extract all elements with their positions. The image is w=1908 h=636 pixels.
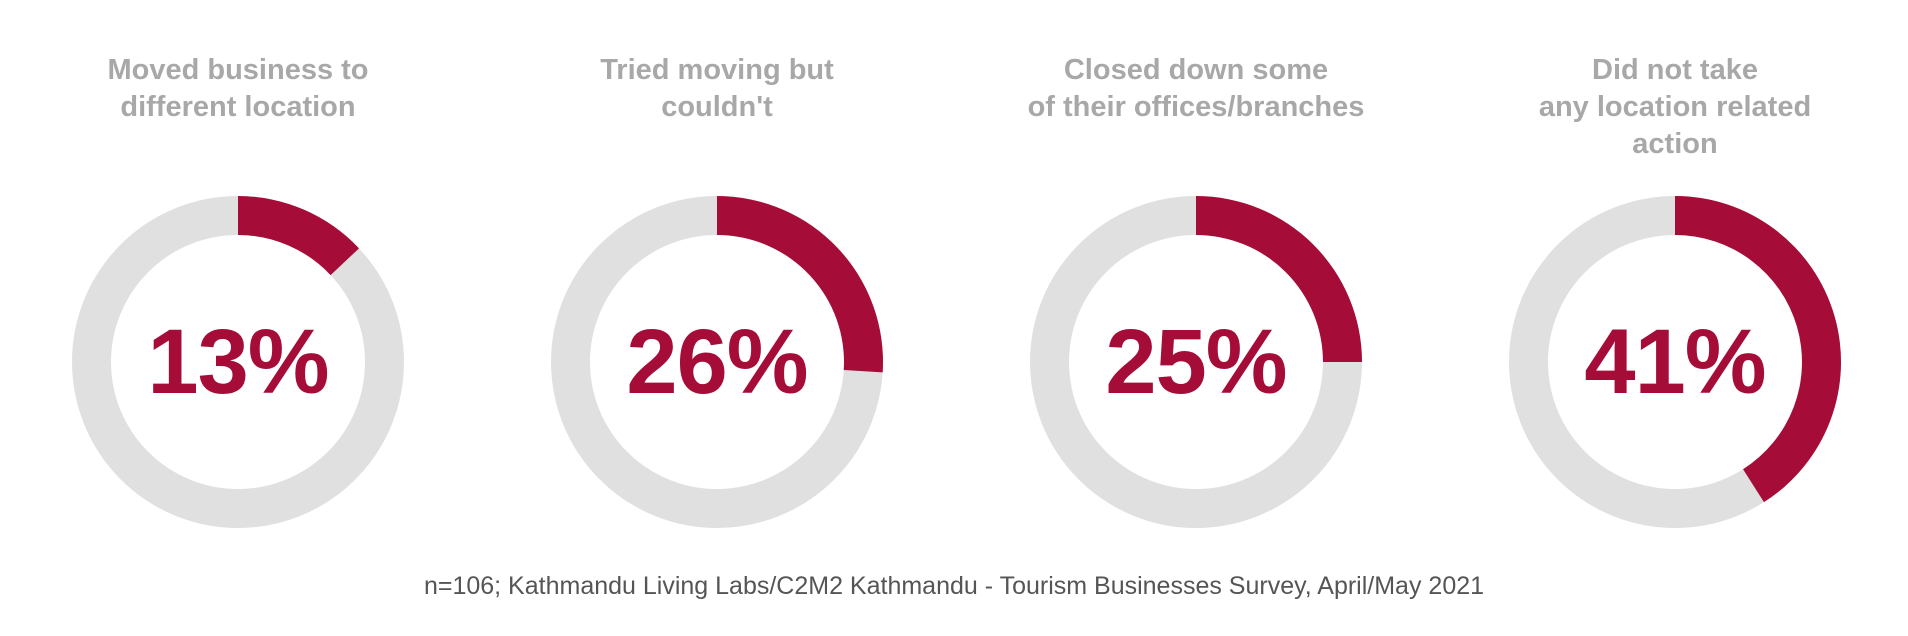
panel-title: Tried moving but couldn't <box>600 54 834 123</box>
panel-title: Did not take any location related action <box>1538 54 1812 160</box>
donut-segment <box>238 196 360 276</box>
donut-chart <box>1030 196 1362 528</box>
donut-percent-label: 25% <box>1105 310 1287 413</box>
source-note: n=106; Kathmandu Living Labs/C2M2 Kathma… <box>423 572 1485 600</box>
panel-title: Closed down some of their offices/branch… <box>1027 54 1365 123</box>
donut-panel-no-action: Did not take any location related action… <box>1465 0 1885 560</box>
donut-chart <box>1509 196 1841 528</box>
donut-panel-tried-moving: Tried moving but couldn't 26% <box>507 0 927 560</box>
donut-chart <box>72 196 404 528</box>
donut-chart <box>551 196 883 528</box>
panel-title: Moved business to different location <box>107 54 369 123</box>
donut-segment <box>1196 196 1362 362</box>
donut-panel-moved: Moved business to different location 13% <box>28 0 448 560</box>
donut-percent-label: 13% <box>147 310 329 413</box>
donut-segment <box>717 196 883 373</box>
donut-percent-label: 26% <box>626 310 808 413</box>
donut-percent-label: 41% <box>1584 310 1766 413</box>
donut-panel-closed-offices: Closed down some of their offices/branch… <box>986 0 1406 560</box>
donut-segment <box>1675 196 1841 503</box>
